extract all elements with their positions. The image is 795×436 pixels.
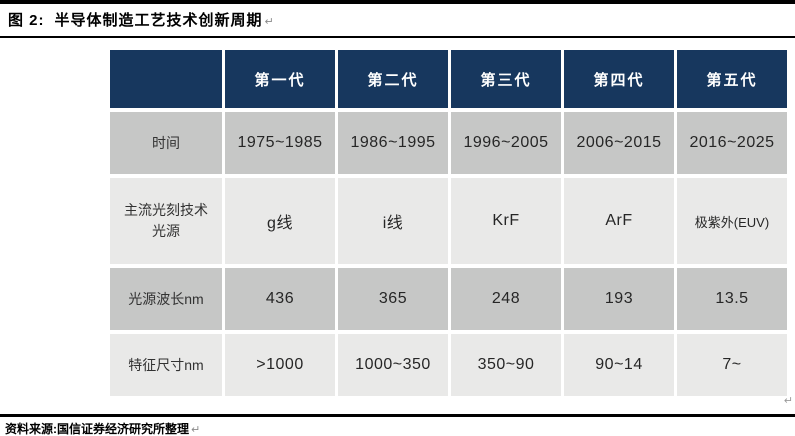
title-divider [0, 36, 795, 38]
generation-table: 第一代 第二代 第三代 第四代 第五代 时间 1975~1985 1986~19… [110, 50, 787, 396]
top-rule [0, 0, 795, 4]
row-label-feature-size: 特征尺寸nm [110, 334, 222, 396]
table-header-gen3: 第三代 [451, 50, 561, 108]
table-cell: 2016~2025 [677, 112, 787, 174]
table-cell: 248 [451, 268, 561, 330]
bottom-rule [0, 414, 795, 417]
source-note: 资料来源:国信证券经济研究所整理 ↵ [5, 420, 200, 436]
table-cell: 极紫外(EUV) [677, 178, 787, 264]
table-cell: ArF [564, 178, 674, 264]
table-cell: 1975~1985 [225, 112, 335, 174]
row-label-wavelength: 光源波长nm [110, 268, 222, 330]
table-cell: 90~14 [564, 334, 674, 396]
figure-number: 图 2: [8, 12, 45, 29]
table-cell: 1996~2005 [451, 112, 561, 174]
paragraph-mark-icon: ↵ [783, 395, 793, 407]
table-cell: 2006~2015 [564, 112, 674, 174]
table-cell: 1000~350 [338, 334, 448, 396]
row-label-time: 时间 [110, 112, 222, 174]
table-cell: 7~ [677, 334, 787, 396]
table-cell: g线 [225, 178, 335, 264]
table-header-corner [110, 50, 222, 108]
table-cell: KrF [451, 178, 561, 264]
table-cell: 436 [225, 268, 335, 330]
paragraph-mark-icon: ↵ [191, 424, 201, 436]
figure-title-text: 半导体制造工艺技术创新周期 [54, 12, 263, 29]
table-header-gen5: 第五代 [677, 50, 787, 108]
table-cell: 193 [564, 268, 674, 330]
table-cell: 1986~1995 [338, 112, 448, 174]
table-cell: 350~90 [451, 334, 561, 396]
table-header-gen4: 第四代 [564, 50, 674, 108]
table-cell: >1000 [225, 334, 335, 396]
table-cell: i线 [338, 178, 448, 264]
source-text: 资料来源:国信证券经济研究所整理 [5, 422, 189, 436]
row-label-light-source: 主流光刻技术光源 [110, 178, 222, 264]
figure-title: 图 2: 半导体制造工艺技术创新周期 ↵ [8, 9, 275, 30]
table-cell: 13.5 [677, 268, 787, 330]
table-header-gen1: 第一代 [225, 50, 335, 108]
paragraph-mark-icon: ↵ [264, 16, 275, 28]
table-cell: 365 [338, 268, 448, 330]
table-header-gen2: 第二代 [338, 50, 448, 108]
